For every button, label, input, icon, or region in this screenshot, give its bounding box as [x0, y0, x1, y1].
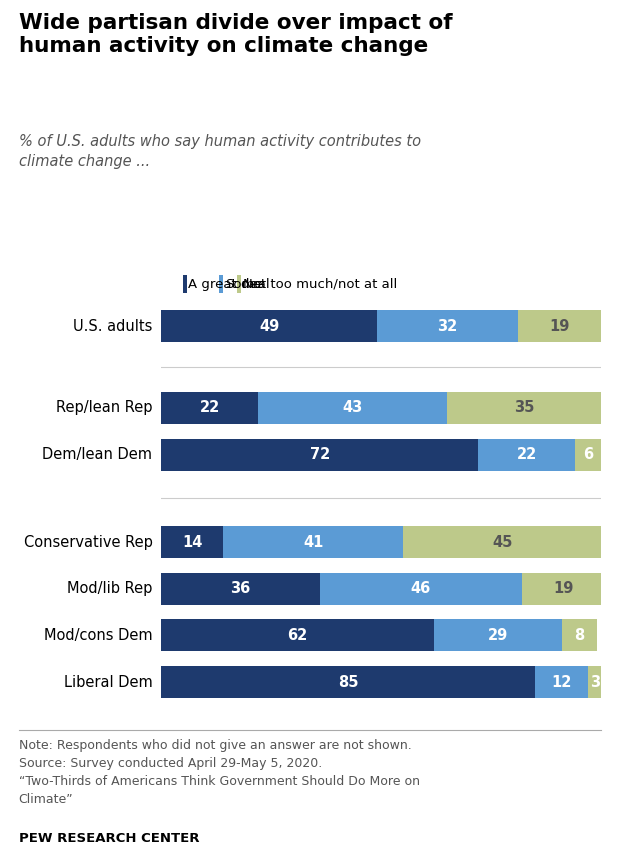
Bar	[161, 310, 377, 342]
Text: 49: 49	[259, 319, 279, 334]
Text: 72: 72	[309, 447, 330, 462]
Text: 85: 85	[338, 675, 358, 689]
Bar	[223, 526, 403, 558]
Text: Rep/lean Rep: Rep/lean Rep	[56, 400, 153, 416]
Text: PEW RESEARCH CENTER: PEW RESEARCH CENTER	[19, 832, 199, 845]
Bar	[434, 619, 562, 651]
Text: Conservative Rep: Conservative Rep	[24, 535, 153, 550]
Text: 46: 46	[411, 581, 431, 596]
Text: 19: 19	[554, 581, 574, 596]
Bar	[219, 276, 223, 293]
Bar	[522, 573, 606, 605]
Text: 29: 29	[488, 628, 508, 643]
Text: 32: 32	[437, 319, 458, 334]
Bar	[575, 439, 601, 471]
Bar	[562, 619, 597, 651]
Text: Liberal Dem: Liberal Dem	[64, 675, 153, 689]
Text: A great deal: A great deal	[188, 277, 270, 290]
Text: Note: Respondents who did not give an answer are not shown.
Source: Survey condu: Note: Respondents who did not give an an…	[19, 739, 420, 806]
Bar	[161, 619, 434, 651]
Text: 62: 62	[288, 628, 308, 643]
Text: 43: 43	[343, 400, 363, 416]
Text: Some: Some	[225, 277, 262, 290]
Text: 22: 22	[200, 400, 219, 416]
Bar	[447, 392, 601, 424]
Bar	[320, 573, 522, 605]
Bar	[478, 439, 575, 471]
Text: Wide partisan divide over impact of
human activity on climate change: Wide partisan divide over impact of huma…	[19, 13, 452, 56]
Bar	[237, 276, 241, 293]
Bar	[161, 526, 223, 558]
Bar	[377, 310, 518, 342]
Text: U.S. adults: U.S. adults	[73, 319, 153, 334]
Bar	[184, 276, 187, 293]
Text: 35: 35	[514, 400, 534, 416]
Text: 19: 19	[549, 319, 570, 334]
Bar	[161, 392, 258, 424]
Bar	[161, 439, 478, 471]
Text: 14: 14	[182, 535, 202, 550]
Text: % of U.S. adults who say human activity contributes to
climate change ...: % of U.S. adults who say human activity …	[19, 134, 421, 168]
Text: Mod/lib Rep: Mod/lib Rep	[67, 581, 153, 596]
Text: 45: 45	[492, 535, 513, 550]
Text: 41: 41	[303, 535, 323, 550]
Text: 3: 3	[590, 675, 600, 689]
Text: 36: 36	[230, 581, 250, 596]
Bar	[258, 392, 447, 424]
Text: Dem/lean Dem: Dem/lean Dem	[42, 447, 153, 462]
Bar	[403, 526, 601, 558]
Bar	[536, 666, 588, 698]
Text: 6: 6	[583, 447, 593, 462]
Bar	[518, 310, 601, 342]
Text: Not too much/not at all: Not too much/not at all	[242, 277, 397, 290]
Text: 12: 12	[552, 675, 572, 689]
Text: Mod/cons Dem: Mod/cons Dem	[44, 628, 153, 643]
Bar	[588, 666, 601, 698]
Bar	[161, 666, 536, 698]
Text: 8: 8	[574, 628, 585, 643]
Text: 22: 22	[516, 447, 537, 462]
Bar	[161, 573, 320, 605]
